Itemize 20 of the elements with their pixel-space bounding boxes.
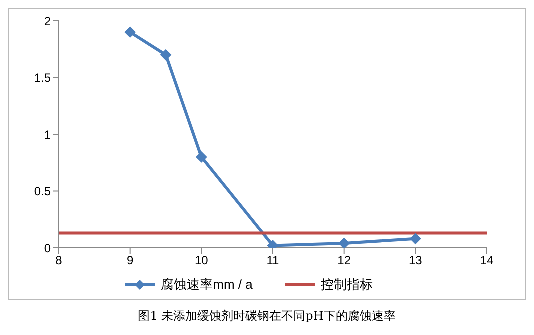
x-tick-label: 11 (266, 254, 280, 268)
x-tick-label: 8 (56, 254, 63, 268)
x-tick-label: 9 (126, 254, 134, 268)
point (160, 50, 172, 61)
point (338, 238, 350, 248)
y-tick-label: 1.5 (34, 71, 52, 86)
point (410, 233, 422, 244)
caption: 图1 未添加缓蚀剂时碳钢在不同pH下的腐蚀速率 (137, 308, 397, 325)
x-tick-label: 12 (338, 254, 352, 268)
x-tick-label: 14 (480, 254, 494, 268)
y-tick-label: 1 (44, 128, 52, 142)
x-tick-label: 10 (194, 254, 209, 268)
point (196, 152, 208, 163)
y-tick-label: 0 (44, 241, 52, 256)
y-tick-label: 0.5 (34, 184, 52, 199)
point (124, 26, 136, 38)
legend-label: 腐蚀速率mm / a (161, 276, 253, 294)
y-tick-label: 2 (44, 14, 52, 28)
x-tick-label: 13 (408, 254, 423, 268)
legend-label: 控制指标 (320, 276, 373, 294)
